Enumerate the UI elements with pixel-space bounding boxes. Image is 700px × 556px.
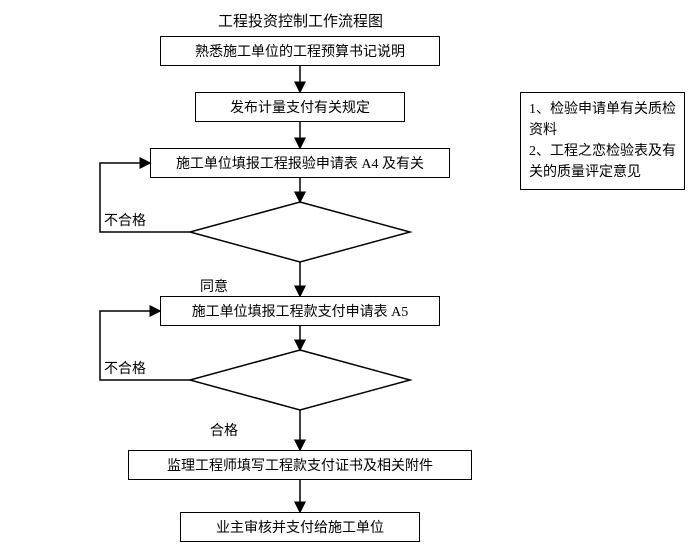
node-n5: 监理工程师填写工程款支付证书及相关附件 (128, 450, 472, 480)
edge-label-fail1: 不合格 (104, 210, 146, 230)
node-n2: 发布计量支付有关规定 (195, 92, 405, 122)
diamond-d1-label: 监理工程师审核 (244, 224, 342, 244)
chart-title: 工程投资控制工作流程图 (218, 10, 383, 31)
diamond-d2-label: 监理工程师审核 (244, 372, 342, 392)
note-line2: 2、工程之恋检验表及有关的质量评定意见 (529, 141, 676, 183)
node-n1-label: 熟悉施工单位的工程预算书记说明 (195, 41, 405, 61)
node-n6: 业主审核并支付给施工单位 (180, 512, 420, 542)
note-line1: 1、检验申请单有关质检资料 (529, 99, 676, 141)
side-note: 1、检验申请单有关质检资料 2、工程之恋检验表及有关的质量评定意见 (520, 92, 685, 190)
node-n4: 施工单位填报工程款支付申请表 A5 (160, 296, 440, 326)
node-n4-label: 施工单位填报工程款支付申请表 A5 (192, 301, 409, 321)
node-n2-label: 发布计量支付有关规定 (230, 97, 370, 117)
node-n3: 施工单位填报工程报验申请表 A4 及有关 (150, 148, 450, 178)
flowchart-canvas: 工程投资控制工作流程图 熟悉施工单位的工程预算书记说明 发布计量支付有关规定 施… (0, 0, 700, 556)
node-n6-label: 业主审核并支付给施工单位 (216, 517, 384, 537)
edge-label-fail2: 不合格 (104, 358, 146, 378)
edge-label-agree: 同意 (200, 276, 228, 296)
node-n3-label: 施工单位填报工程报验申请表 A4 及有关 (176, 153, 424, 173)
node-n5-label: 监理工程师填写工程款支付证书及相关附件 (167, 455, 433, 475)
node-n1: 熟悉施工单位的工程预算书记说明 (160, 36, 440, 66)
edge-label-pass: 合格 (210, 420, 238, 440)
